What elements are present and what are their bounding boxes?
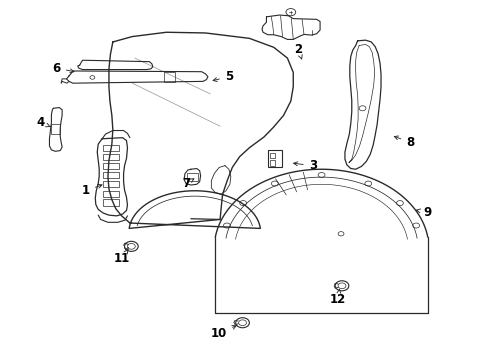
Bar [163, 72, 174, 82]
Bar [51, 124, 60, 134]
Text: 9: 9 [416, 206, 430, 219]
Text: 10: 10 [211, 325, 236, 340]
Bar [267, 150, 281, 167]
Text: 3: 3 [293, 159, 316, 172]
Bar [103, 145, 119, 151]
Text: 4: 4 [37, 116, 50, 129]
Text: 5: 5 [213, 70, 233, 83]
Text: 12: 12 [329, 289, 346, 306]
Bar [269, 160, 274, 166]
Bar [186, 173, 197, 181]
Text: 11: 11 [113, 249, 129, 265]
Text: 6: 6 [53, 62, 74, 75]
Text: 2: 2 [293, 42, 302, 59]
Bar [103, 191, 119, 197]
Bar [103, 199, 119, 206]
Bar [103, 172, 119, 178]
Text: 8: 8 [393, 136, 413, 149]
Bar [103, 163, 119, 169]
Bar [103, 154, 119, 160]
Text: 7: 7 [182, 177, 194, 190]
Bar [269, 153, 274, 158]
Bar [103, 181, 119, 187]
Text: 1: 1 [82, 184, 102, 197]
